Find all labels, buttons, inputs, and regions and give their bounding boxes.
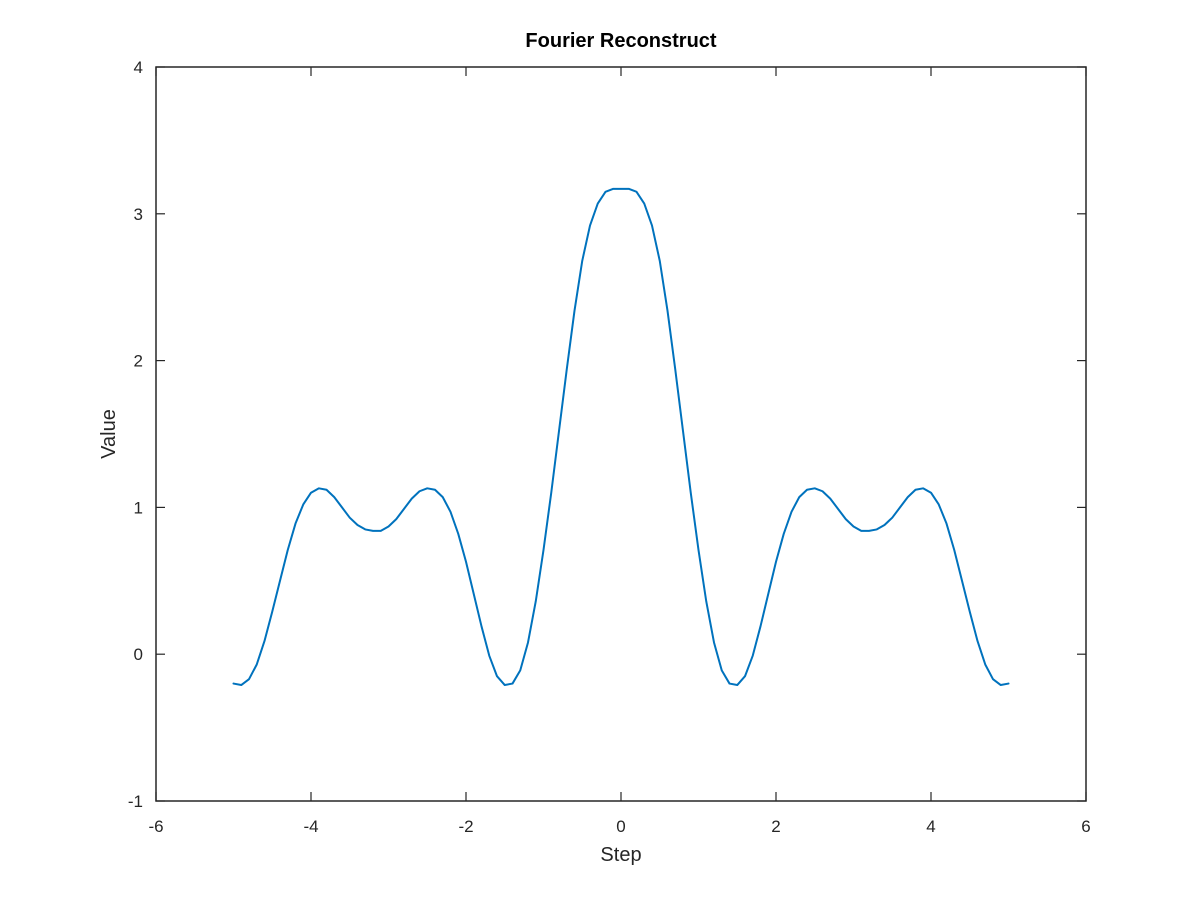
y-tick-label: 0 [134, 645, 143, 664]
plot-area [232, 187, 1010, 687]
axes-box [155, 66, 1087, 802]
y-tick-label: 3 [134, 205, 143, 224]
y-tick-label: 1 [134, 498, 143, 517]
x-tick-label: -6 [148, 817, 163, 836]
series-line-0 [232, 187, 1010, 687]
x-tick-label: 6 [1081, 817, 1090, 836]
x-tick-label: -2 [458, 817, 473, 836]
x-tick-label: 4 [926, 817, 935, 836]
x-tick-label: 2 [771, 817, 780, 836]
y-axis-label: Value [98, 409, 120, 459]
y-tick-label: 2 [134, 352, 143, 371]
x-tick-label: 0 [616, 817, 625, 836]
y-tick-label: 4 [134, 58, 143, 77]
y-tick-label: -1 [128, 792, 143, 811]
x-axis-ticks: -6 -4 -2 0 2 4 6 [148, 67, 1091, 836]
x-tick-label: -4 [303, 817, 318, 836]
x-axis-label: Step [600, 844, 641, 866]
chart-title: Fourier Reconstruct [525, 30, 716, 52]
